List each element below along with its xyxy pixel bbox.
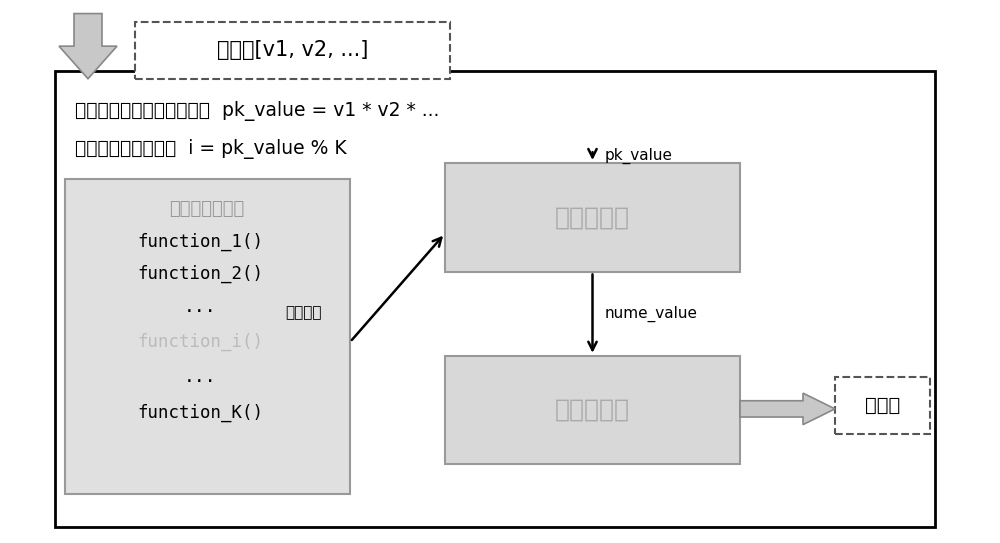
Text: 将主键値转化为单个数値：  pk_value = v1 * v2 * ...: 将主键値转化为单个数値： pk_value = v1 * v2 * ... <box>75 102 439 121</box>
Text: function_1(): function_1() <box>137 232 263 251</box>
Text: 数値转化器: 数値转化器 <box>555 398 630 422</box>
Text: ...: ... <box>184 368 216 387</box>
FancyBboxPatch shape <box>445 356 740 464</box>
Text: 属性生成函数组: 属性生成函数组 <box>169 200 245 218</box>
Text: 属性値: 属性値 <box>865 396 900 415</box>
FancyBboxPatch shape <box>65 179 350 494</box>
Polygon shape <box>740 393 835 425</box>
Text: function_2(): function_2() <box>137 265 263 283</box>
Text: 数値计算器: 数値计算器 <box>555 205 630 229</box>
Text: ...: ... <box>184 298 216 316</box>
Text: 生成函数: 生成函数 <box>285 305 322 320</box>
Polygon shape <box>59 14 117 79</box>
Text: 选择属性生成函数：  i = pk_value % K: 选择属性生成函数： i = pk_value % K <box>75 140 347 159</box>
FancyBboxPatch shape <box>835 377 930 434</box>
FancyBboxPatch shape <box>445 163 740 272</box>
FancyBboxPatch shape <box>55 71 935 527</box>
Text: 主键値[v1, v2, ...]: 主键値[v1, v2, ...] <box>217 40 368 60</box>
Text: function_i(): function_i() <box>137 333 263 351</box>
Text: function_K(): function_K() <box>137 403 263 422</box>
Text: nume_value: nume_value <box>604 306 698 321</box>
FancyBboxPatch shape <box>135 22 450 79</box>
Text: pk_value: pk_value <box>604 148 672 164</box>
